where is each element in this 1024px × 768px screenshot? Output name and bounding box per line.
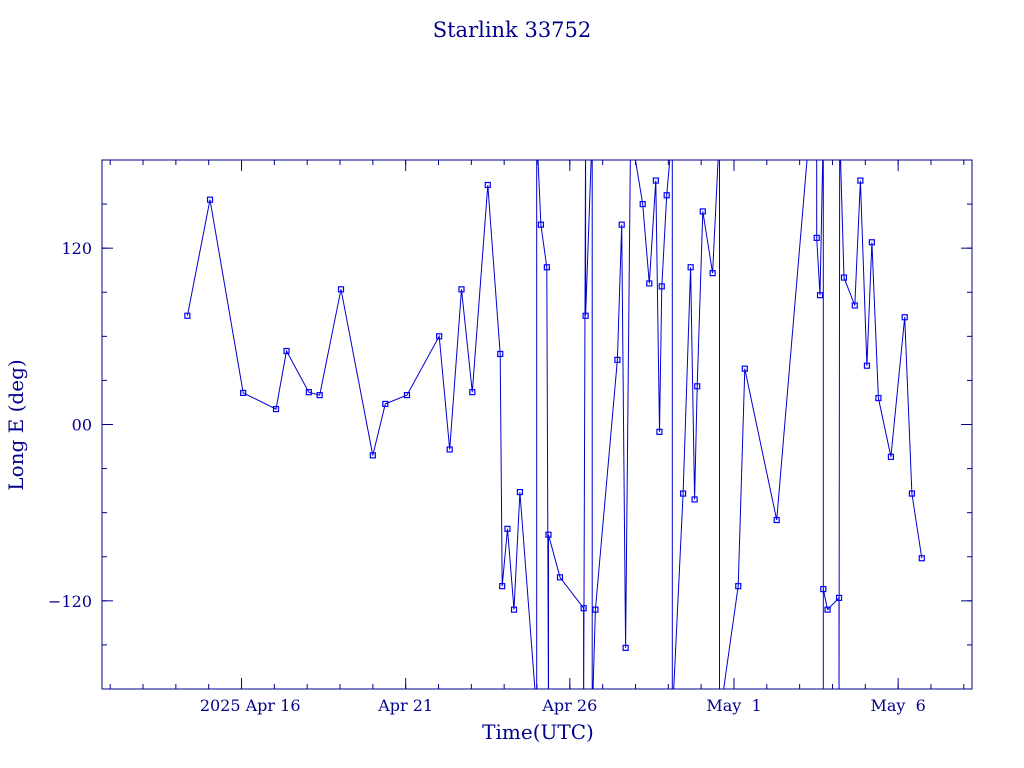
data-point [639, 200, 646, 208]
x-tick-label: Apr 21 [377, 696, 433, 715]
data-point [887, 453, 895, 460]
data-point [184, 312, 191, 319]
data-point [556, 574, 564, 581]
data-point [652, 177, 659, 184]
data-point [516, 488, 524, 496]
data-point [699, 208, 706, 215]
x-tick-label: 2025 Apr 16 [200, 696, 301, 715]
data-point [504, 525, 511, 532]
x-tick-label: May 1 [706, 696, 761, 715]
data-point [773, 516, 780, 524]
y-axis-label: Long E (deg) [4, 359, 28, 490]
data-point [663, 192, 670, 199]
data-point [816, 292, 824, 299]
plot-area: 2025 Apr 16 Apr 21 Apr 26 May 1 May 6 −120 00 1… [48, 159, 973, 715]
data-point [618, 221, 625, 228]
data-point [656, 428, 663, 435]
series-line [186, 160, 923, 689]
data-point [369, 452, 376, 459]
data-point [694, 383, 701, 390]
data-point [875, 394, 882, 402]
data-point [709, 270, 716, 277]
data-point [305, 389, 312, 396]
data-point [458, 286, 465, 293]
x-axis-label: Time(UTC) [482, 720, 594, 744]
data-point [592, 606, 599, 613]
data-point [469, 389, 476, 396]
data-point [316, 392, 323, 399]
data-point [382, 400, 389, 408]
data-point [622, 644, 629, 651]
data-point [658, 283, 665, 290]
data-point [835, 594, 843, 601]
x-tick-label: Apr 26 [541, 696, 597, 715]
data-point [337, 286, 345, 293]
data-point [868, 239, 875, 246]
data-point [735, 583, 742, 590]
y-tick-label: −120 [48, 592, 92, 611]
y-tick-label: 120 [61, 239, 92, 258]
data-point [484, 181, 491, 189]
data-point [824, 606, 831, 613]
data-point [537, 221, 545, 228]
data-point [545, 531, 552, 538]
data-point [908, 490, 916, 497]
data-point [820, 585, 827, 593]
data-point [272, 405, 280, 413]
data-point [283, 347, 290, 355]
data-point [499, 583, 506, 590]
data-point [510, 606, 518, 613]
data-point [691, 496, 698, 503]
data-point [851, 302, 858, 309]
data-point [857, 177, 864, 184]
data-point [582, 312, 589, 319]
data-point [863, 362, 871, 369]
data-point [840, 274, 848, 281]
data-point [614, 356, 621, 363]
data-point [206, 196, 214, 203]
data-point [497, 350, 504, 358]
data-point [436, 333, 443, 340]
data-point [543, 264, 550, 271]
x-tick-label: May 6 [870, 696, 925, 715]
data-point [679, 490, 687, 497]
data-point [901, 314, 908, 321]
data-point [741, 365, 748, 372]
data-point [240, 389, 247, 397]
data-point [580, 605, 587, 612]
data-point [813, 234, 820, 241]
chart-title: Starlink 33752 [433, 18, 592, 42]
y-tick-label: 00 [72, 416, 92, 435]
data-point [687, 264, 694, 271]
series-group [184, 160, 925, 689]
data-point [446, 446, 453, 453]
data-point [403, 392, 411, 399]
data-point [918, 555, 925, 562]
data-point [646, 280, 653, 287]
